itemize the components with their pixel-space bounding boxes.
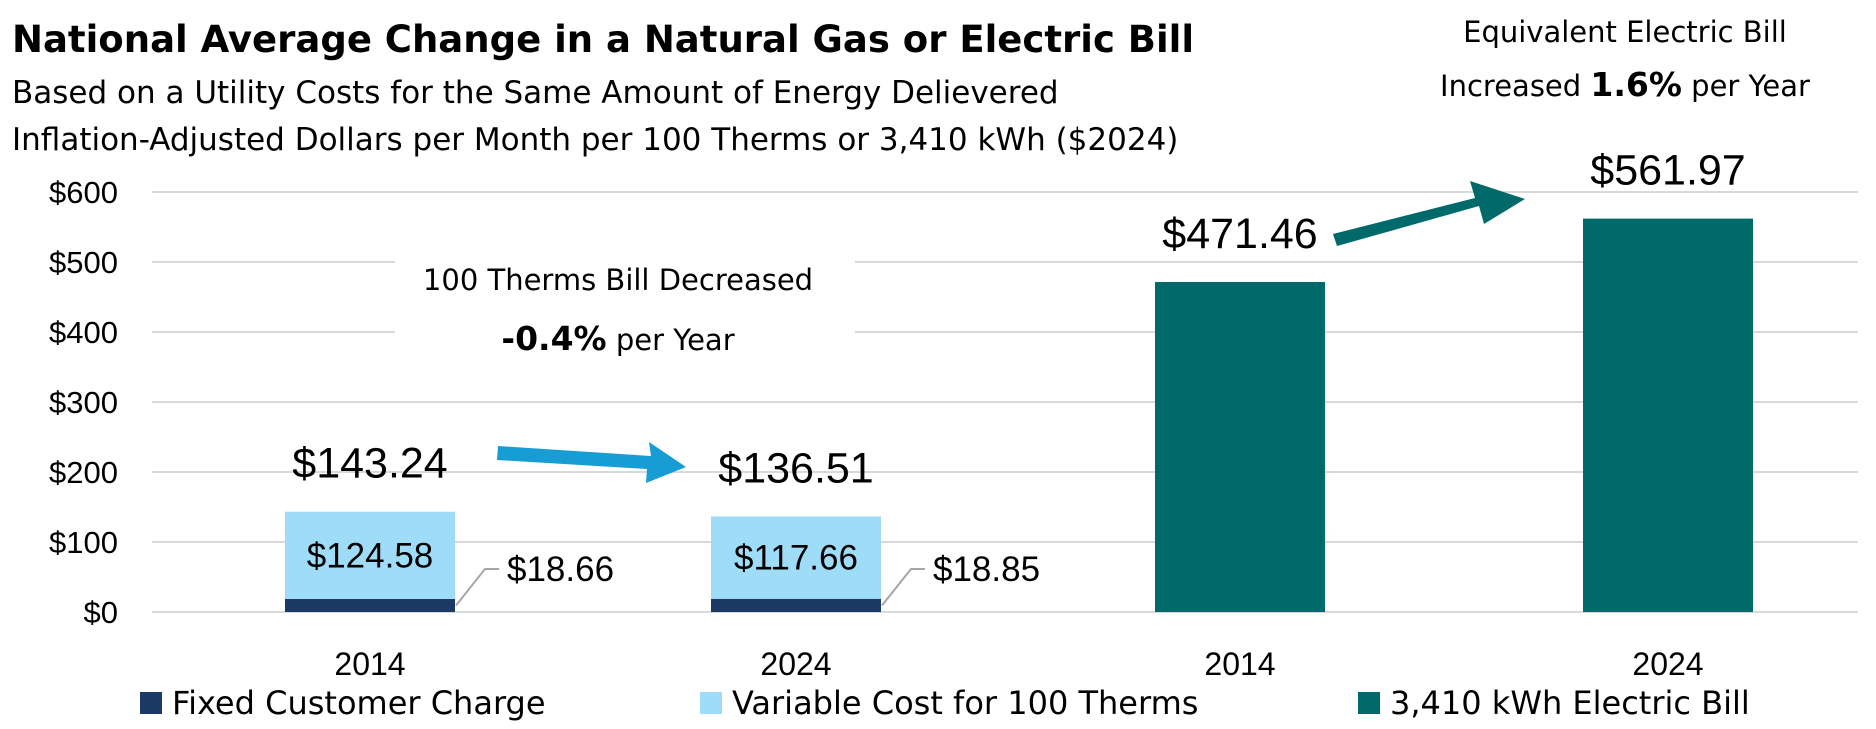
chart-subtitle-2: Inflation-Adjusted Dollars per Month per… bbox=[12, 122, 1178, 158]
electric-trend-arrow bbox=[1333, 181, 1525, 246]
legend-label: 3,410 kWh Electric Bill bbox=[1390, 684, 1750, 722]
legend-label: Variable Cost for 100 Therms bbox=[732, 684, 1198, 722]
electric-note-prefix: Increased bbox=[1440, 69, 1590, 103]
fixed-charge-leader-line bbox=[881, 568, 925, 607]
x-category-label: 2014 bbox=[1204, 646, 1275, 682]
bar-fixed-charge bbox=[711, 598, 881, 612]
x-axis: 2014 2024 2014 2024 bbox=[334, 646, 1703, 682]
chart-subtitle-1: Based on a Utility Costs for the Same Am… bbox=[12, 75, 1059, 111]
y-tick-label: $600 bbox=[49, 175, 118, 210]
electric-note-line2: Increased 1.6% per Year bbox=[1440, 65, 1810, 104]
bar-variable-cost bbox=[285, 511, 455, 599]
bar-fixed-charge bbox=[285, 598, 455, 612]
y-axis: $0 $100 $200 $300 $400 $500 $600 bbox=[49, 175, 118, 630]
gas-note-suffix: per Year bbox=[607, 323, 735, 357]
fixed-charge-label: $18.66 bbox=[507, 550, 614, 589]
y-tick-label: $0 bbox=[84, 595, 118, 630]
legend-swatch bbox=[700, 692, 722, 714]
bar-electric-bill bbox=[1155, 281, 1325, 612]
data-labels: $143.24 $136.51 $471.46 $561.97 $124.58 $117.… bbox=[292, 147, 1746, 607]
y-tick-label: $400 bbox=[49, 315, 118, 350]
label-bg bbox=[1128, 209, 1352, 260]
bars bbox=[285, 218, 1753, 612]
total-label: $136.51 bbox=[718, 444, 873, 492]
legend-label: Fixed Customer Charge bbox=[172, 684, 546, 722]
bar-electric-bill bbox=[1583, 218, 1753, 612]
bar-variable-cost bbox=[711, 516, 881, 599]
y-tick-label: $200 bbox=[49, 455, 118, 490]
total-label: $471.46 bbox=[1162, 210, 1317, 258]
x-category-label: 2024 bbox=[760, 646, 831, 682]
legend-swatch bbox=[140, 692, 162, 714]
fixed-charge-label: $18.85 bbox=[933, 550, 1040, 589]
total-label: $143.24 bbox=[292, 440, 447, 488]
y-tick-label: $100 bbox=[49, 525, 118, 560]
electric-note-line1: Equivalent Electric Bill bbox=[1463, 15, 1787, 49]
electric-note-pct: 1.6% bbox=[1590, 65, 1682, 104]
legend: Fixed Customer Charge Variable Cost for 1… bbox=[140, 684, 1750, 722]
gas-trend-arrow bbox=[497, 442, 686, 483]
chart-title: National Average Change in a Natural Gas… bbox=[12, 18, 1194, 61]
y-tick-label: $500 bbox=[49, 245, 118, 280]
total-label: $561.97 bbox=[1590, 147, 1745, 195]
gas-note-line1: 100 Therms Bill Decreased bbox=[423, 263, 813, 297]
gas-note-line2: -0.4% per Year bbox=[501, 319, 734, 358]
fixed-charge-leader-line bbox=[455, 568, 499, 607]
y-tick-label: $300 bbox=[49, 385, 118, 420]
electric-note-suffix: per Year bbox=[1682, 69, 1810, 103]
legend-swatch bbox=[1358, 692, 1380, 714]
x-category-label: 2024 bbox=[1632, 646, 1703, 682]
variable-cost-label: $117.66 bbox=[734, 539, 858, 578]
variable-cost-label: $124.58 bbox=[307, 536, 434, 575]
gas-note-pct: -0.4% bbox=[501, 319, 606, 358]
gas-note-box bbox=[395, 255, 855, 365]
x-category-label: 2014 bbox=[334, 646, 405, 682]
